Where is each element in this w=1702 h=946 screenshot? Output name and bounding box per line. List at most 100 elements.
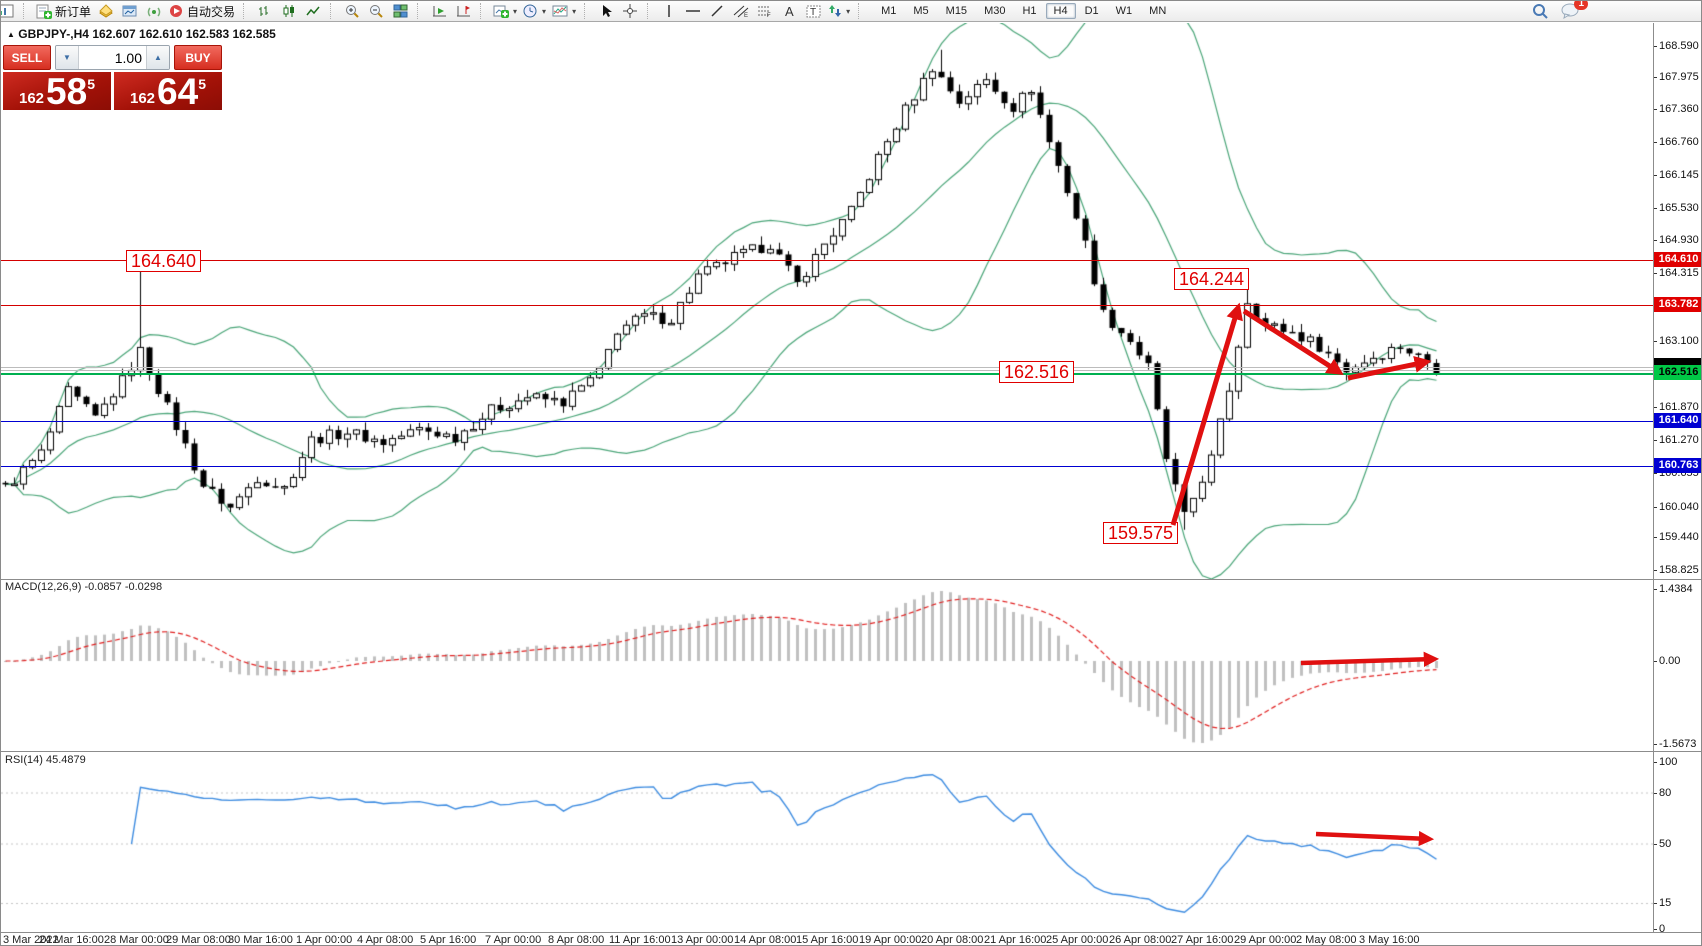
macd-panel-canvas[interactable] bbox=[1, 580, 1653, 751]
vertical-line-tool-button[interactable] bbox=[658, 2, 680, 20]
price-label-164.640[interactable]: 164.640 bbox=[126, 250, 202, 272]
zoom-in-icon bbox=[345, 4, 359, 18]
crosshair-tool-button[interactable] bbox=[619, 2, 641, 20]
timeframe-button-w1[interactable]: W1 bbox=[1115, 5, 1133, 17]
hline-163.782[interactable] bbox=[1, 305, 1653, 306]
tile-windows-button[interactable] bbox=[389, 2, 411, 20]
svg-text:E: E bbox=[744, 13, 748, 18]
auto-scroll-button[interactable] bbox=[428, 2, 450, 20]
hline-161.640[interactable] bbox=[1, 421, 1653, 422]
price-tick: 167.975 bbox=[1659, 71, 1699, 83]
lot-increase-button[interactable]: ▲ bbox=[146, 46, 169, 69]
time-label: 26 Apr 08:00 bbox=[1109, 934, 1172, 946]
indicators-icon bbox=[552, 5, 568, 17]
price-chart-canvas[interactable] bbox=[1, 23, 1653, 579]
text-label-tool-button[interactable]: T bbox=[802, 2, 824, 20]
time-label: 13 Apr 00:00 bbox=[671, 934, 734, 946]
bar-chart-type-button[interactable] bbox=[254, 2, 276, 20]
price-axis-badge-162.516: 162.516 bbox=[1654, 365, 1701, 380]
macd-panel-divider[interactable] bbox=[1, 579, 1701, 580]
market-watch-button[interactable] bbox=[119, 2, 141, 20]
price-tick: 161.270 bbox=[1659, 434, 1699, 446]
cursor-tool-button[interactable] bbox=[595, 2, 617, 20]
timeframe-button-d1[interactable]: D1 bbox=[1084, 5, 1099, 17]
axis-tick-mark bbox=[1653, 142, 1657, 143]
chart-shift-button[interactable] bbox=[452, 2, 474, 20]
sell-price-main: 58 bbox=[46, 71, 88, 112]
zoom-in-button[interactable] bbox=[341, 2, 363, 20]
hline-bid[interactable] bbox=[1, 370, 1653, 371]
clipped-chart-icon[interactable] bbox=[1, 2, 17, 20]
axis-tick-mark bbox=[1653, 762, 1657, 763]
timeframe-button-m5[interactable]: M5 bbox=[913, 5, 929, 17]
price-tick: 159.440 bbox=[1659, 531, 1699, 543]
fibonacci-tool-button[interactable]: F bbox=[754, 2, 776, 20]
price-tick: 161.870 bbox=[1659, 401, 1699, 413]
timeframe-button-mn[interactable]: MN bbox=[1149, 5, 1167, 17]
hline-160.763[interactable] bbox=[1, 466, 1653, 467]
sell-button[interactable]: SELL bbox=[3, 45, 51, 70]
axis-tick-mark bbox=[1653, 844, 1657, 845]
crosshair-icon bbox=[623, 4, 638, 18]
rsi-indicator-label: RSI(14) 45.4879 bbox=[5, 754, 86, 766]
trendline-tool-button[interactable] bbox=[706, 2, 728, 20]
time-label: 5 Apr 16:00 bbox=[420, 934, 477, 946]
buy-price-display[interactable]: 162 64 5 bbox=[114, 72, 222, 110]
axis-tick-mark bbox=[1653, 273, 1657, 274]
horizontal-line-tool-button[interactable] bbox=[682, 2, 704, 20]
time-label: 24 Mar 16:00 bbox=[39, 934, 104, 946]
axis-tick-mark bbox=[1653, 240, 1657, 241]
line-chart-icon bbox=[306, 6, 320, 16]
hline-164.610[interactable] bbox=[1, 260, 1653, 261]
text-tool-button[interactable]: A bbox=[778, 2, 800, 20]
hline-ask[interactable] bbox=[1, 367, 1653, 368]
macd-tick: 1.4384 bbox=[1659, 583, 1693, 595]
price-label-159.575[interactable]: 159.575 bbox=[1103, 522, 1179, 544]
time-label: 8 Apr 08:00 bbox=[548, 934, 605, 946]
channel-icon: E bbox=[733, 5, 749, 18]
zoom-out-icon bbox=[369, 4, 383, 18]
axis-tick-mark bbox=[1653, 208, 1657, 209]
timeframe-button-m1[interactable]: M1 bbox=[881, 5, 897, 17]
autotrade-button[interactable]: 自动交易 bbox=[167, 2, 237, 20]
zoom-out-button[interactable] bbox=[365, 2, 387, 20]
deposit-button[interactable] bbox=[95, 2, 117, 20]
horizontal-line-icon bbox=[686, 10, 701, 12]
lot-size-input[interactable] bbox=[79, 46, 146, 69]
period-menu-button[interactable]: ▾ bbox=[521, 2, 548, 20]
timeframe-button-m30[interactable]: M30 bbox=[984, 5, 1006, 17]
notifications-button[interactable]: 1 bbox=[1559, 1, 1588, 20]
buy-price-prefix: 162 bbox=[130, 90, 156, 107]
indicators-menu-button[interactable]: ▾ bbox=[550, 2, 578, 20]
deposit-icon bbox=[99, 4, 113, 18]
rsi-panel-canvas[interactable] bbox=[1, 752, 1653, 932]
axis-tick-mark bbox=[1653, 407, 1657, 408]
sell-price-display[interactable]: 162 58 5 bbox=[3, 72, 111, 110]
hline-162.516[interactable] bbox=[1, 373, 1653, 375]
lot-decrease-button[interactable]: ▼ bbox=[56, 46, 79, 69]
new-order-button[interactable]: 新订单 bbox=[34, 2, 93, 20]
timeframe-button-h4[interactable]: H4 bbox=[1045, 3, 1076, 19]
timeframe-button-h1[interactable]: H1 bbox=[1022, 5, 1037, 17]
buy-button[interactable]: BUY bbox=[174, 45, 222, 70]
dropdown-arrow-icon: ▾ bbox=[846, 6, 851, 16]
search-button[interactable] bbox=[1529, 2, 1551, 20]
arrows-shapes-icon bbox=[829, 5, 842, 17]
axis-tick-mark bbox=[1653, 341, 1657, 342]
axis-tick-mark bbox=[1653, 507, 1657, 508]
timeframe-button-m15[interactable]: M15 bbox=[945, 5, 968, 17]
price-label-164.244[interactable]: 164.244 bbox=[1174, 268, 1250, 290]
price-tick: 166.760 bbox=[1659, 136, 1699, 148]
signals-button[interactable] bbox=[143, 2, 165, 20]
channel-tool-button[interactable]: E bbox=[730, 2, 752, 20]
candlestick-chart-type-button[interactable] bbox=[278, 2, 300, 20]
price-label-162.516[interactable]: 162.516 bbox=[999, 361, 1075, 383]
new-chart-button[interactable]: ▾ bbox=[491, 2, 519, 20]
shapes-tool-button[interactable]: ▾ bbox=[826, 2, 852, 20]
price-tick: 163.100 bbox=[1659, 335, 1699, 347]
new-order-icon bbox=[36, 4, 52, 19]
clock-icon bbox=[523, 4, 537, 17]
line-chart-type-button[interactable] bbox=[302, 2, 324, 20]
rsi-panel-divider[interactable] bbox=[1, 751, 1701, 752]
